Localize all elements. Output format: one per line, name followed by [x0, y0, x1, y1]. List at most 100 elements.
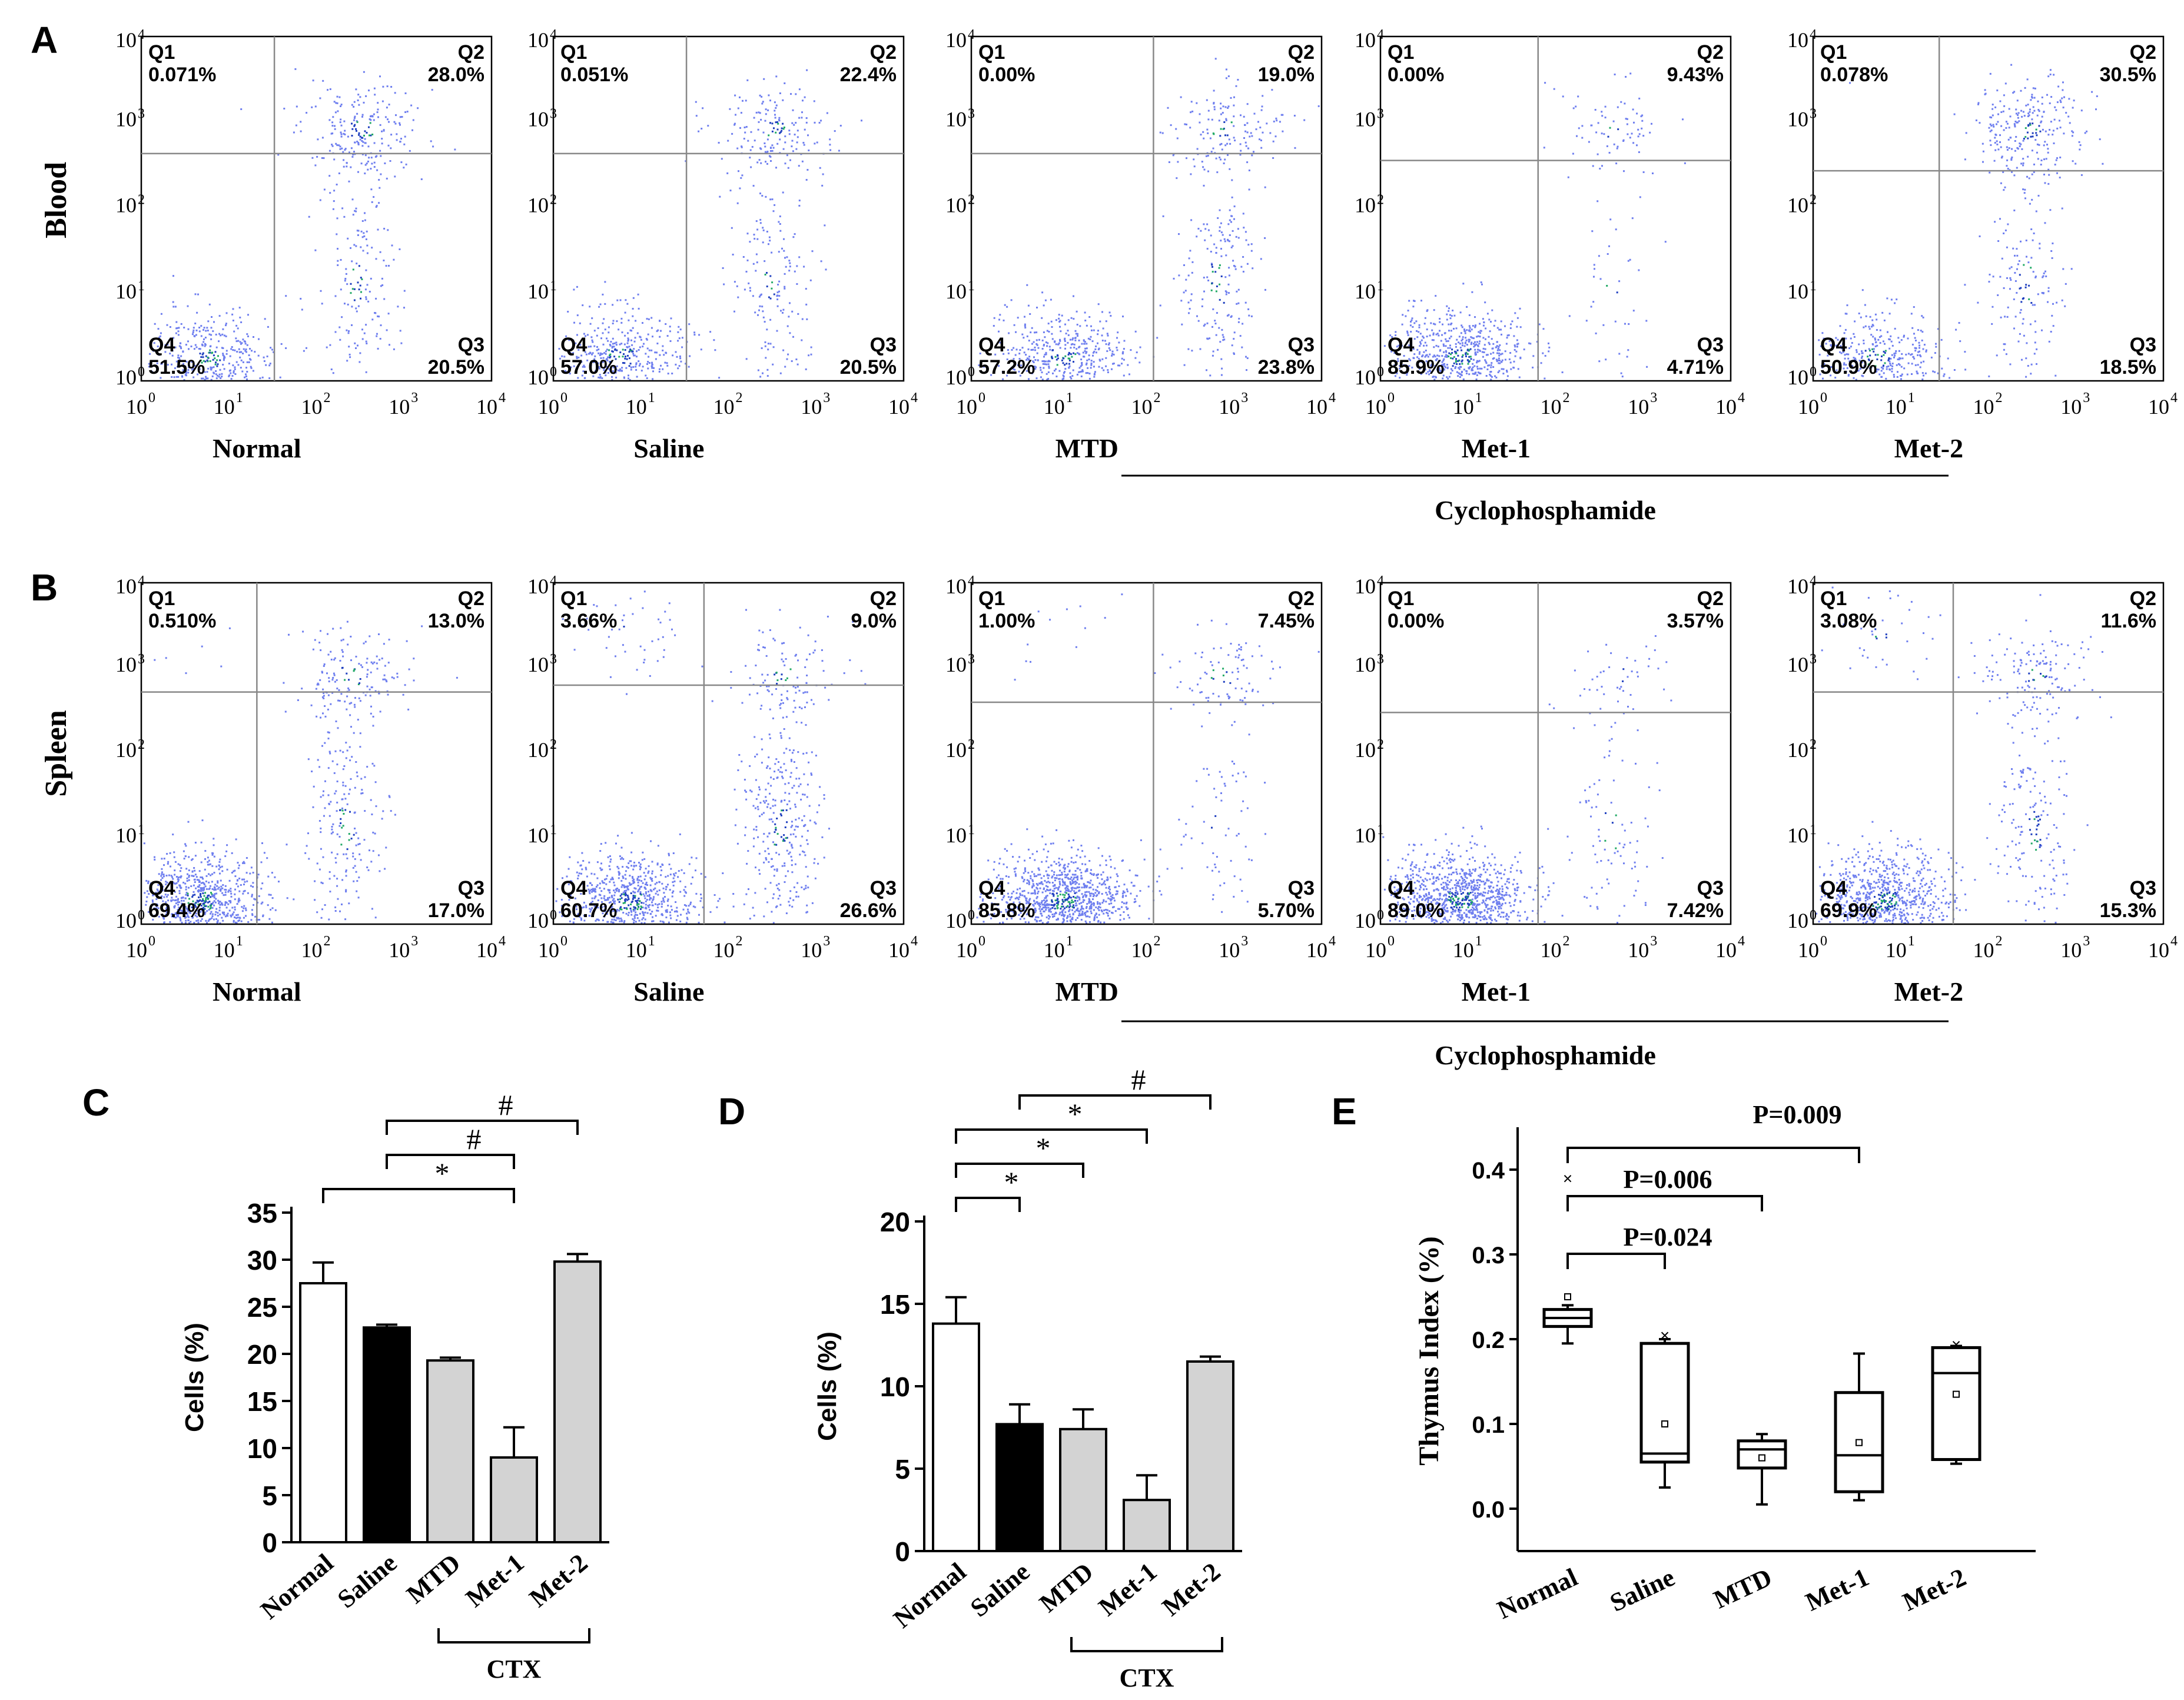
flow-event-dot: [1901, 373, 1903, 376]
flow-event-dot: [215, 911, 217, 913]
flow-event-dot: [146, 890, 148, 892]
flow-event-dot: [371, 908, 373, 910]
x-tick-exponent: 1: [1908, 390, 1915, 406]
flow-event-dot: [561, 355, 563, 357]
flow-event-dot: [1506, 337, 1508, 339]
flow-event-dot: [1649, 131, 1651, 134]
flow-event-dot: [1451, 352, 1453, 354]
flow-event-dot: [182, 850, 185, 852]
flow-event-dot: [662, 897, 665, 899]
flow-event-dot: [1156, 337, 1159, 339]
flow-event-dot: [1086, 324, 1088, 327]
flow-event-dot: [371, 201, 373, 203]
flow-event-dot: [1454, 367, 1456, 369]
flow-event-dot: [322, 712, 324, 715]
flow-event-dot: [1479, 332, 1482, 334]
flow-event-dot: [223, 334, 225, 337]
flow-event-dot: [1455, 360, 1457, 362]
flow-event-dot: [160, 332, 162, 334]
flow-event-dot: [346, 162, 348, 164]
flow-event-dot: [1183, 264, 1185, 266]
flow-event-dot: [410, 104, 413, 107]
flow-event-dot: [1101, 358, 1104, 360]
flow-event-dot: [2052, 243, 2054, 244]
flow-event-dot: [669, 330, 671, 333]
flow-event-dot: [345, 853, 347, 855]
flow-event-dot: [567, 311, 569, 313]
flow-event-dot: [361, 789, 363, 791]
flow-event-dot: [1035, 343, 1038, 345]
flow-event-dot: [1431, 360, 1433, 363]
flow-event-dot: [1054, 341, 1056, 343]
flow-event-dot: [369, 134, 370, 137]
flow-event-dot: [192, 875, 195, 877]
flow-event-dot: [1900, 374, 1901, 377]
flow-event-dot: [1609, 127, 1611, 129]
flow-event-dot: [185, 892, 188, 894]
flow-event-dot: [1221, 148, 1223, 151]
flow-event-dot: [1088, 373, 1091, 375]
flow-event-dot: [357, 171, 359, 173]
flow-event-dot: [1391, 336, 1393, 338]
flow-event-dot: [187, 894, 189, 897]
flow-event-dot: [240, 321, 243, 323]
flow-event-dot: [352, 154, 354, 156]
flow-event-dot: [360, 664, 362, 666]
flow-event-dot: [640, 880, 643, 882]
flow-event-dot: [333, 772, 336, 774]
flow-event-dot: [1478, 349, 1481, 351]
flow-event-dot: [1433, 378, 1436, 381]
flow-event-dot: [1417, 364, 1419, 366]
flow-event-dot: [2014, 124, 2016, 127]
flow-event-dot: [354, 858, 356, 860]
flow-event-dot: [347, 237, 349, 240]
flow-event-dot: [1180, 96, 1182, 98]
flow-event-dot: [262, 914, 264, 917]
flow-event-dot: [396, 139, 398, 141]
flow-event-dot: [196, 879, 198, 881]
flow-event-dot: [1461, 344, 1463, 347]
flow-event-dot: [321, 882, 324, 884]
flow-event-dot: [227, 891, 230, 893]
flow-event-dot: [213, 855, 215, 858]
flow-event-dot: [1027, 348, 1030, 350]
flow-event-dot: [1002, 378, 1004, 380]
flow-event-dot: [642, 366, 644, 368]
flow-event-dot: [2024, 127, 2027, 130]
flow-event-dot: [187, 369, 190, 371]
flow-event-dot: [655, 903, 656, 905]
flow-event-dot: [621, 331, 623, 334]
flow-event-dot: [192, 327, 195, 329]
flow-event-dot: [331, 679, 334, 681]
flow-event-dot: [150, 910, 152, 912]
flow-event-dot: [1224, 290, 1227, 293]
flow-event-dot: [1474, 373, 1476, 375]
flow-event-dot: [1161, 132, 1164, 134]
flow-event-dot: [1840, 352, 1843, 354]
flow-event-dot: [2016, 268, 2018, 270]
flow-event-dot: [1117, 364, 1119, 367]
flow-event-dot: [668, 852, 670, 855]
flow-event-dot: [371, 662, 374, 665]
flow-event-dot: [205, 355, 207, 357]
flow-event-dot: [214, 893, 216, 895]
flow-event-dot: [628, 912, 630, 914]
flow-event-dot: [336, 833, 338, 835]
flow-event-dot: [1227, 154, 1229, 156]
flow-event-dot: [1620, 372, 1622, 374]
flow-event-dot: [1430, 363, 1433, 366]
flow-event-dot: [616, 349, 618, 351]
flow-event-dot: [669, 889, 671, 891]
flow-event-dot: [335, 142, 337, 145]
flow-event-dot: [1878, 336, 1881, 338]
flow-event-dot: [174, 874, 176, 876]
flow-event-dot: [2047, 182, 2050, 185]
flow-event-dot: [163, 918, 165, 920]
flow-event-dot: [366, 244, 369, 247]
flow-event-dot: [329, 192, 331, 194]
flow-event-dot: [1107, 369, 1109, 371]
flow-event-dot: [163, 858, 165, 860]
flow-event-dot: [593, 905, 596, 908]
flow-event-dot: [634, 337, 636, 339]
flow-event-dot: [371, 814, 373, 815]
